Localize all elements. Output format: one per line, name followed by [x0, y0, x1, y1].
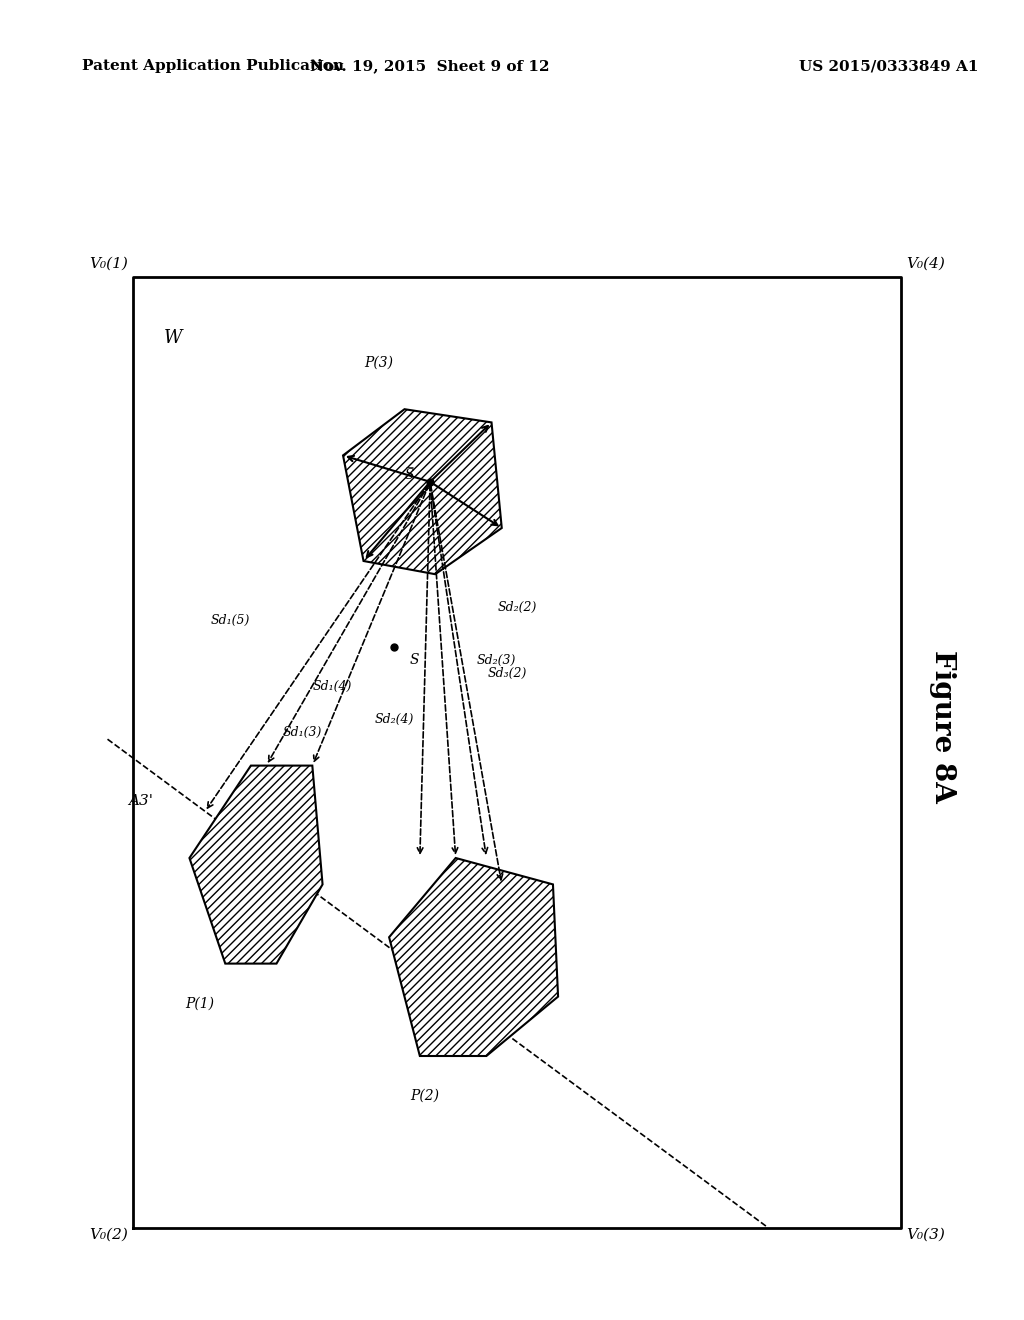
Text: V₀(3): V₀(3) [906, 1228, 945, 1242]
Text: S: S [410, 653, 419, 667]
Text: Sd₁(4): Sd₁(4) [313, 680, 352, 693]
Text: P(3): P(3) [365, 355, 393, 370]
Text: V₀(1): V₀(1) [89, 256, 128, 271]
Text: Sd₁(5): Sd₁(5) [211, 614, 250, 627]
Text: W: W [164, 329, 182, 347]
Text: US 2015/0333849 A1: US 2015/0333849 A1 [799, 59, 978, 74]
Text: V₀(2): V₀(2) [89, 1228, 128, 1242]
Text: Sd₂(4): Sd₂(4) [375, 713, 414, 726]
Text: P(2): P(2) [411, 1089, 439, 1104]
Text: Figure 8A: Figure 8A [929, 649, 955, 803]
Text: Sd₂(2): Sd₂(2) [498, 601, 537, 614]
Polygon shape [343, 409, 502, 574]
Text: V₀(4): V₀(4) [906, 256, 945, 271]
Text: Sd₁(3): Sd₁(3) [283, 726, 322, 739]
Text: Sd₂(3): Sd₂(3) [477, 653, 516, 667]
Text: Sd₃(2): Sd₃(2) [487, 667, 526, 680]
Text: Nov. 19, 2015  Sheet 9 of 12: Nov. 19, 2015 Sheet 9 of 12 [310, 59, 550, 74]
Text: S̅: S̅ [404, 469, 414, 482]
Text: A3': A3' [128, 795, 153, 808]
Polygon shape [189, 766, 323, 964]
Polygon shape [389, 858, 558, 1056]
Text: P(1): P(1) [185, 997, 214, 1011]
Text: Patent Application Publication: Patent Application Publication [82, 59, 344, 74]
